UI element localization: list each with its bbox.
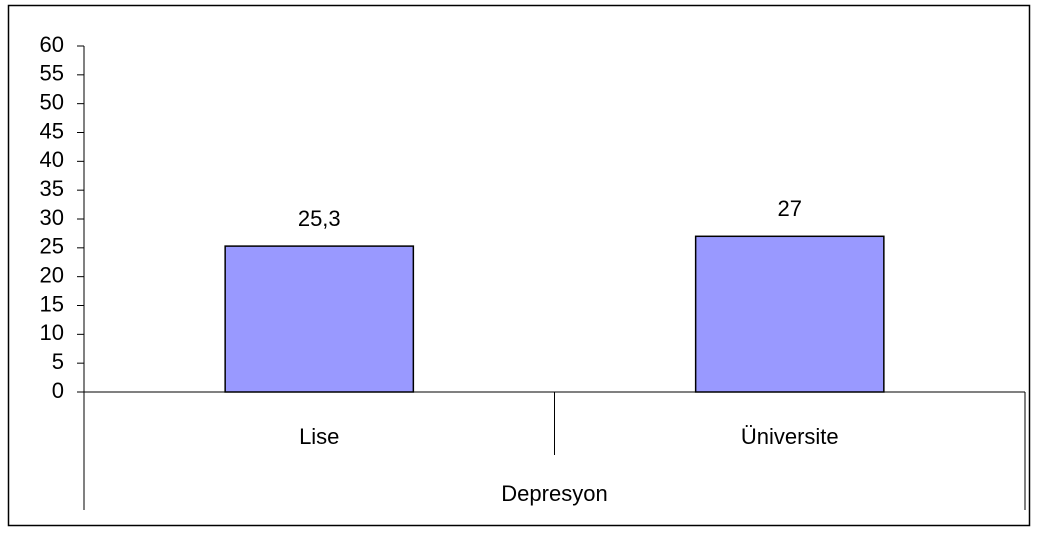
y-tick-label: 50 xyxy=(40,89,64,114)
value-label: 25,3 xyxy=(298,206,341,231)
y-tick-label: 60 xyxy=(40,32,64,57)
y-tick-label: 45 xyxy=(40,118,64,143)
y-tick-label: 40 xyxy=(40,147,64,172)
x-tick-label: Lise xyxy=(299,424,339,449)
y-tick-label: 35 xyxy=(40,176,64,201)
y-tick-label: 0 xyxy=(52,378,64,403)
y-tick-label: 15 xyxy=(40,291,64,316)
x-tick-label: Üniversite xyxy=(741,424,839,449)
y-tick-label: 20 xyxy=(40,262,64,287)
y-tick-label: 25 xyxy=(40,234,64,259)
y-tick-label: 30 xyxy=(40,205,64,230)
y-tick-label: 55 xyxy=(40,61,64,86)
bar xyxy=(224,245,415,393)
y-tick-label: 5 xyxy=(52,349,64,374)
y-tick-label: 10 xyxy=(40,320,64,345)
bar xyxy=(694,235,885,393)
value-label: 27 xyxy=(778,196,802,221)
group-label: Depresyon xyxy=(501,481,607,506)
